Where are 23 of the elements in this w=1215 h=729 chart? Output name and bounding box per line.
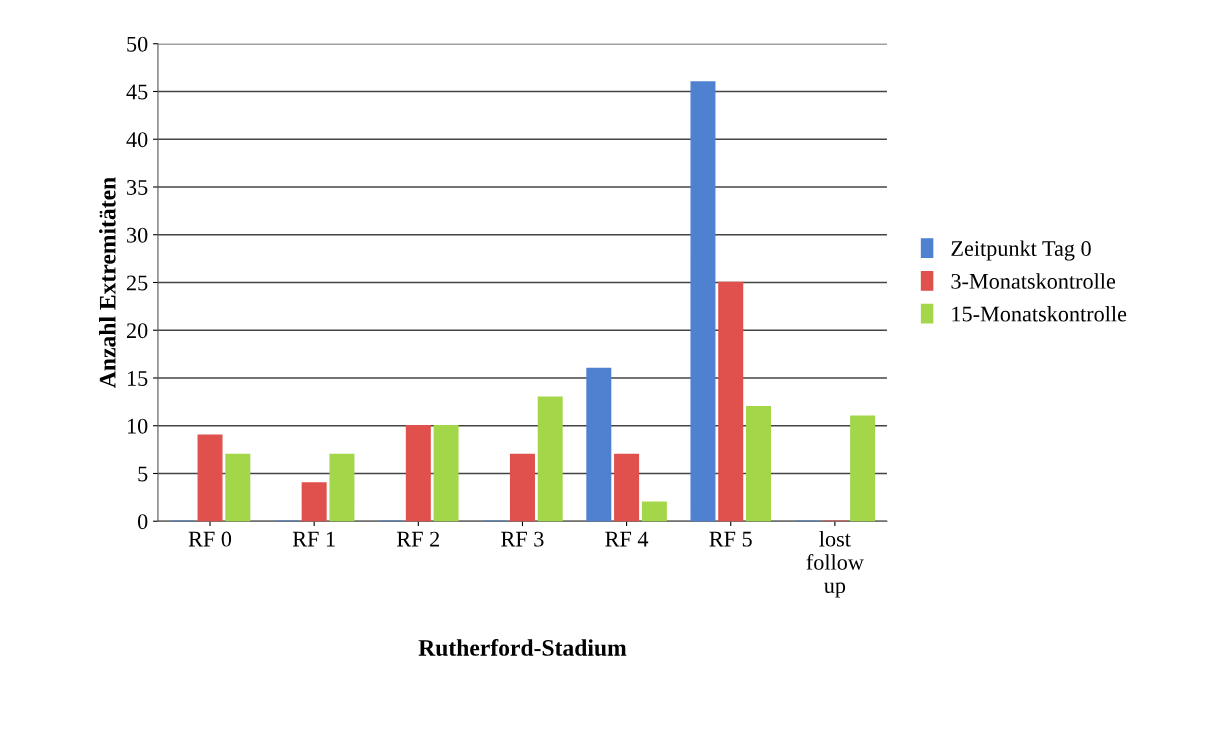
y-tick-label: 40 [126, 132, 148, 148]
y-axis-title: Anzahl Extremitäten [99, 177, 116, 388]
y-tick-label: 25 [126, 275, 148, 291]
legend-label: Zeitpunkt Tag 0 [951, 240, 1091, 261]
legend-label: 3-Monatskontrolle [951, 273, 1116, 289]
x-tick-label: RF 4 [605, 531, 649, 547]
y-tick-label: 10 [127, 418, 148, 434]
x-tick-label: RF 1 [292, 531, 335, 547]
x-tick-label: RF 2 [397, 531, 440, 547]
x-tick-label: lost follow up [806, 530, 864, 598]
y-tick-label: 15 [127, 371, 148, 386]
y-tick-label: 0 [137, 514, 148, 530]
y-tick-label: 50 [127, 36, 148, 52]
y-tick-label: 5 [138, 466, 148, 482]
y-tick-label: 30 [127, 227, 148, 243]
x-tick-label: RF 3 [501, 531, 544, 547]
y-tick-label: 45 [126, 84, 148, 100]
y-tick-label: 20 [126, 323, 148, 339]
x-axis-title: Rutherford-Stadium [418, 639, 627, 656]
x-tick-label: RF 5 [709, 531, 752, 547]
y-tick-label: 35 [127, 179, 148, 195]
x-tick-label: RF 0 [188, 531, 232, 547]
legend-label: 15-Monatskontrolle [952, 305, 1127, 322]
